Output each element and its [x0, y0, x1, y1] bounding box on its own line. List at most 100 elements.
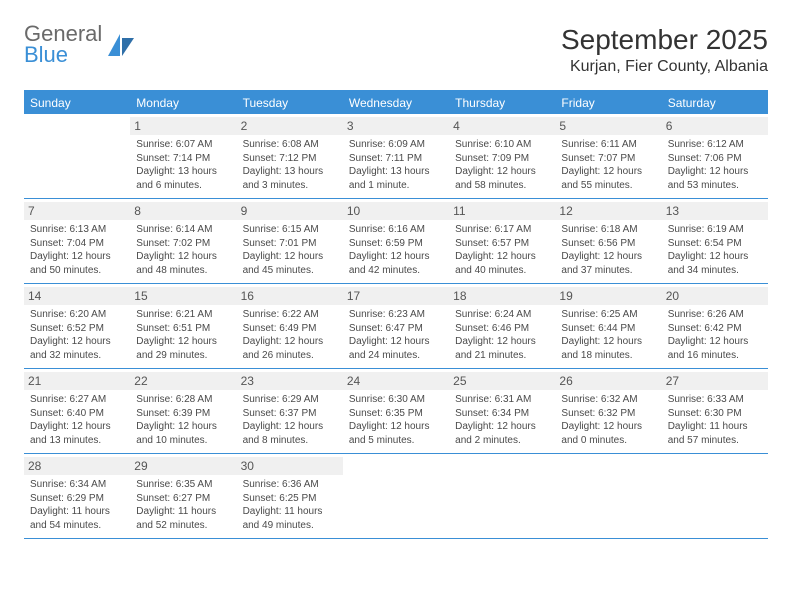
calendar-week: 14Sunrise: 6:20 AMSunset: 6:52 PMDayligh…	[24, 284, 768, 369]
sunset-text: Sunset: 6:59 PM	[349, 237, 443, 251]
sunset-text: Sunset: 6:54 PM	[668, 237, 762, 251]
weekday-header: Tuesday	[237, 92, 343, 114]
page-header: General Blue September 2025 Kurjan, Fier…	[24, 24, 768, 76]
sunset-text: Sunset: 7:07 PM	[561, 152, 655, 166]
day-number: 27	[662, 372, 768, 390]
sunrise-text: Sunrise: 6:35 AM	[136, 478, 230, 492]
day-number: 20	[662, 287, 768, 305]
day-number: 10	[343, 202, 449, 220]
daylight-text: Daylight: 12 hours and 0 minutes.	[561, 420, 655, 447]
day-number: 13	[662, 202, 768, 220]
month-title: September 2025	[561, 24, 768, 56]
day-number: 18	[449, 287, 555, 305]
sunset-text: Sunset: 6:47 PM	[349, 322, 443, 336]
daylight-text: Daylight: 12 hours and 8 minutes.	[243, 420, 337, 447]
sunrise-text: Sunrise: 6:18 AM	[561, 223, 655, 237]
calendar-cell: 24Sunrise: 6:30 AMSunset: 6:35 PMDayligh…	[343, 369, 449, 453]
daylight-text: Daylight: 12 hours and 5 minutes.	[349, 420, 443, 447]
sunrise-text: Sunrise: 6:07 AM	[136, 138, 230, 152]
calendar-cell: 20Sunrise: 6:26 AMSunset: 6:42 PMDayligh…	[662, 284, 768, 368]
day-number: 23	[237, 372, 343, 390]
sunrise-text: Sunrise: 6:16 AM	[349, 223, 443, 237]
sunrise-text: Sunrise: 6:14 AM	[136, 223, 230, 237]
day-number: 26	[555, 372, 661, 390]
sunset-text: Sunset: 6:51 PM	[136, 322, 230, 336]
calendar-cell: 1 Sunrise: 6:07 AMSunset: 7:14 PMDaylight…	[130, 114, 236, 198]
sunrise-text: Sunrise: 6:23 AM	[349, 308, 443, 322]
daylight-text: Daylight: 12 hours and 53 minutes.	[668, 165, 762, 192]
day-number: 22	[130, 372, 236, 390]
sunrise-text: Sunrise: 6:08 AM	[243, 138, 337, 152]
sunrise-text: Sunrise: 6:29 AM	[243, 393, 337, 407]
sunset-text: Sunset: 6:30 PM	[668, 407, 762, 421]
daylight-text: Daylight: 12 hours and 13 minutes.	[30, 420, 124, 447]
sunrise-text: Sunrise: 6:25 AM	[561, 308, 655, 322]
calendar-cell	[343, 454, 449, 538]
sunrise-text: Sunrise: 6:09 AM	[349, 138, 443, 152]
calendar-cell: 29Sunrise: 6:35 AMSunset: 6:27 PMDayligh…	[130, 454, 236, 538]
sunset-text: Sunset: 6:49 PM	[243, 322, 337, 336]
calendar-cell: 11Sunrise: 6:17 AMSunset: 6:57 PMDayligh…	[449, 199, 555, 283]
sunset-text: Sunset: 6:35 PM	[349, 407, 443, 421]
calendar-cell	[662, 454, 768, 538]
weekday-header-row: Sunday Monday Tuesday Wednesday Thursday…	[24, 92, 768, 114]
sunrise-text: Sunrise: 6:28 AM	[136, 393, 230, 407]
sunset-text: Sunset: 7:12 PM	[243, 152, 337, 166]
daylight-text: Daylight: 13 hours and 1 minute.	[349, 165, 443, 192]
sunrise-text: Sunrise: 6:26 AM	[668, 308, 762, 322]
calendar-cell	[555, 454, 661, 538]
calendar-cell: 30Sunrise: 6:36 AMSunset: 6:25 PMDayligh…	[237, 454, 343, 538]
calendar-cell: 4Sunrise: 6:10 AMSunset: 7:09 PMDaylight…	[449, 114, 555, 198]
daylight-text: Daylight: 12 hours and 21 minutes.	[455, 335, 549, 362]
day-number: 8	[130, 202, 236, 220]
sunset-text: Sunset: 6:34 PM	[455, 407, 549, 421]
calendar-cell: 9Sunrise: 6:15 AMSunset: 7:01 PMDaylight…	[237, 199, 343, 283]
daylight-text: Daylight: 12 hours and 24 minutes.	[349, 335, 443, 362]
day-number: 25	[449, 372, 555, 390]
sunset-text: Sunset: 7:14 PM	[136, 152, 230, 166]
weekday-header: Saturday	[662, 92, 768, 114]
daylight-text: Daylight: 12 hours and 34 minutes.	[668, 250, 762, 277]
calendar-cell: 27Sunrise: 6:33 AMSunset: 6:30 PMDayligh…	[662, 369, 768, 453]
sunrise-text: Sunrise: 6:15 AM	[243, 223, 337, 237]
daylight-text: Daylight: 12 hours and 48 minutes.	[136, 250, 230, 277]
daylight-text: Daylight: 13 hours and 6 minutes.	[136, 165, 230, 192]
sunrise-text: Sunrise: 6:11 AM	[561, 138, 655, 152]
calendar-week: 28Sunrise: 6:34 AMSunset: 6:29 PMDayligh…	[24, 454, 768, 539]
sunset-text: Sunset: 6:44 PM	[561, 322, 655, 336]
day-number: 1	[130, 117, 236, 135]
weekday-header: Friday	[555, 92, 661, 114]
calendar-cell	[449, 454, 555, 538]
sunset-text: Sunset: 6:42 PM	[668, 322, 762, 336]
sunset-text: Sunset: 7:01 PM	[243, 237, 337, 251]
day-number: 4	[449, 117, 555, 135]
day-number: 7	[24, 202, 130, 220]
sunset-text: Sunset: 6:56 PM	[561, 237, 655, 251]
daylight-text: Daylight: 11 hours and 49 minutes.	[243, 505, 337, 532]
location-label: Kurjan, Fier County, Albania	[561, 58, 768, 76]
daylight-text: Daylight: 12 hours and 26 minutes.	[243, 335, 337, 362]
day-number: 14	[24, 287, 130, 305]
calendar-cell: 14Sunrise: 6:20 AMSunset: 6:52 PMDayligh…	[24, 284, 130, 368]
calendar-cell: 17Sunrise: 6:23 AMSunset: 6:47 PMDayligh…	[343, 284, 449, 368]
weekday-header: Thursday	[449, 92, 555, 114]
sunrise-text: Sunrise: 6:13 AM	[30, 223, 124, 237]
calendar-cell: 28Sunrise: 6:34 AMSunset: 6:29 PMDayligh…	[24, 454, 130, 538]
sunset-text: Sunset: 6:29 PM	[30, 492, 124, 506]
sunrise-text: Sunrise: 6:34 AM	[30, 478, 124, 492]
day-number: 29	[130, 457, 236, 475]
day-number: 12	[555, 202, 661, 220]
calendar-cell: 16Sunrise: 6:22 AMSunset: 6:49 PMDayligh…	[237, 284, 343, 368]
daylight-text: Daylight: 12 hours and 10 minutes.	[136, 420, 230, 447]
sunset-text: Sunset: 7:11 PM	[349, 152, 443, 166]
calendar-cell: 13Sunrise: 6:19 AMSunset: 6:54 PMDayligh…	[662, 199, 768, 283]
sunrise-text: Sunrise: 6:36 AM	[243, 478, 337, 492]
calendar-cell: 15Sunrise: 6:21 AMSunset: 6:51 PMDayligh…	[130, 284, 236, 368]
sunrise-text: Sunrise: 6:21 AM	[136, 308, 230, 322]
sunset-text: Sunset: 6:37 PM	[243, 407, 337, 421]
day-number: 6	[662, 117, 768, 135]
sunset-text: Sunset: 6:25 PM	[243, 492, 337, 506]
sunset-text: Sunset: 6:39 PM	[136, 407, 230, 421]
sunset-text: Sunset: 6:52 PM	[30, 322, 124, 336]
sunset-text: Sunset: 6:27 PM	[136, 492, 230, 506]
